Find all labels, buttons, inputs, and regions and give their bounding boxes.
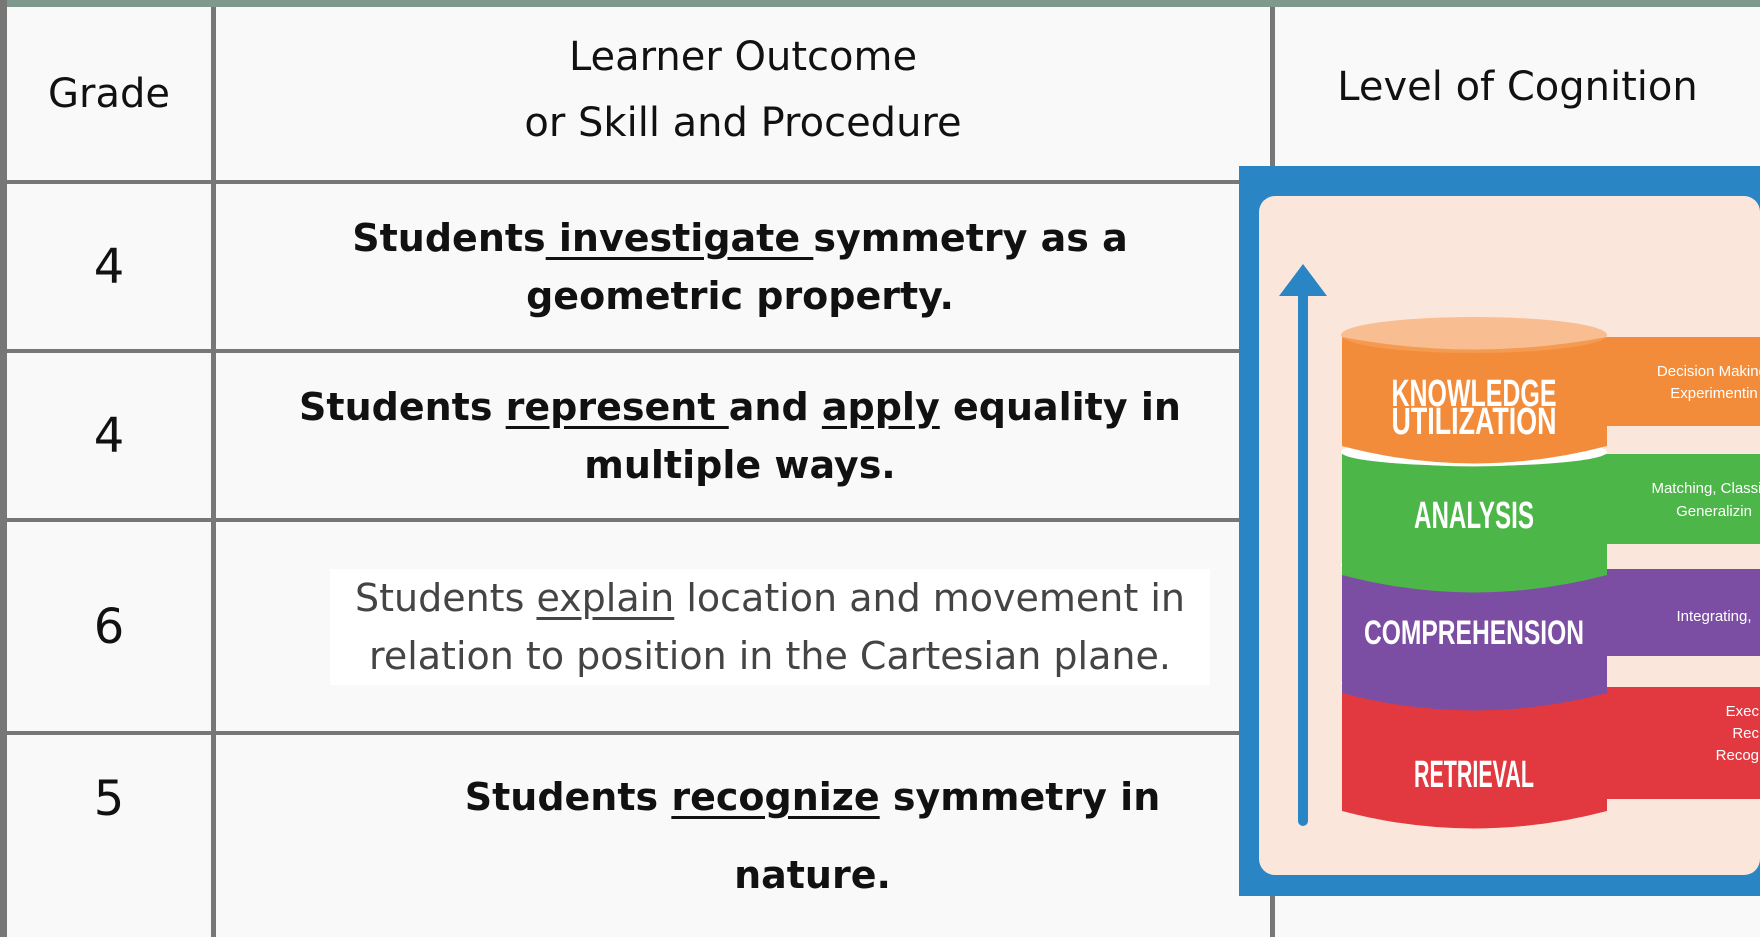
grade-cell: 6	[7, 522, 211, 731]
side-label: Experimentin	[1670, 385, 1758, 402]
level-label: UTILIZATION	[1392, 401, 1557, 443]
side-label: Decision Making,	[1657, 363, 1760, 380]
grade-cell: 5	[7, 735, 211, 862]
frame-left	[0, 0, 7, 937]
underlined-verb: apply	[821, 384, 940, 429]
header-cell: Level of Cognition	[1275, 7, 1760, 167]
row-line	[0, 349, 1240, 353]
side-bar	[1607, 687, 1760, 799]
outcome-cell: Students explain location and movement i…	[330, 522, 1210, 731]
outcome-cell: Students recognize symmetry in nature.	[445, 735, 1180, 937]
level-band	[1342, 337, 1607, 464]
frame-top	[0, 0, 1760, 7]
grade-text: 4	[93, 407, 125, 464]
outcome-segment: Students	[352, 215, 546, 260]
header-cell: Grade	[7, 7, 211, 180]
row-line	[0, 518, 1240, 522]
outcome-segment: Students	[464, 775, 672, 819]
level-top	[1341, 317, 1607, 353]
outcome-text: Students recognize symmetry in nature.	[445, 758, 1180, 914]
grade-text: 4	[93, 238, 125, 295]
row-line	[0, 180, 1760, 184]
outcome-segment: and	[728, 384, 822, 429]
outcome-segment: Students	[354, 575, 537, 620]
level-label: RETRIEVAL	[1414, 754, 1534, 796]
side-label: Matching, Classifyi	[1651, 480, 1760, 497]
outcome-segment: symmetry in nature.	[734, 775, 1161, 897]
outcome-text: Students explain location and movement i…	[330, 568, 1210, 685]
outcome-cell: Students represent and apply equality in…	[250, 353, 1230, 518]
level-label: KNOWLEDGE	[1392, 373, 1557, 415]
header-text: Level of Cognition	[1337, 64, 1698, 110]
side-bar	[1607, 569, 1760, 656]
header-cell: Learner Outcome or Skill and Procedure	[216, 25, 1270, 155]
arrow-shaft	[1298, 286, 1308, 826]
outcome-text: Students represent and apply equality in…	[250, 378, 1230, 494]
level-band	[1342, 567, 1607, 711]
outcome-text: Students investigate symmetry as a geome…	[250, 209, 1230, 325]
header-text: Learner Outcome	[568, 34, 918, 80]
side-label: Recog	[1716, 747, 1759, 764]
grade-cell: 4	[7, 353, 211, 518]
col-line	[211, 7, 216, 937]
level-band	[1342, 685, 1607, 829]
outcome-segment: equality in multiple ways.	[584, 384, 1181, 487]
outcome-segment: location and movement in relation to pos…	[369, 575, 1186, 678]
level-label: COMPREHENSION	[1364, 614, 1584, 652]
side-label: Generalizin	[1676, 503, 1752, 520]
outcome-cell: Students investigate symmetry as a geome…	[250, 184, 1230, 349]
level-label: ANALYSIS	[1414, 495, 1534, 537]
grade-text: 6	[93, 598, 125, 655]
underlined-verb: recognize	[671, 775, 880, 819]
outcome-segment: Students	[299, 384, 506, 429]
outcome-segment: symmetry as a geometric property.	[526, 215, 1128, 318]
underlined-verb: explain	[536, 575, 675, 620]
underlined-verb: investigate	[545, 215, 814, 260]
side-bar	[1607, 454, 1760, 544]
side-label: Rec	[1732, 725, 1759, 742]
grade-text: 5	[93, 770, 125, 827]
arrow-head	[1279, 264, 1327, 296]
header-text: or Skill and Procedure	[524, 100, 962, 146]
header-text: Grade	[48, 70, 170, 117]
underlined-verb: represent	[505, 384, 729, 429]
side-label: Integrating,	[1676, 608, 1751, 625]
grade-cell: 4	[7, 184, 211, 349]
row-line	[0, 731, 1240, 735]
side-bar	[1607, 337, 1760, 426]
level-band	[1342, 454, 1607, 593]
side-label: Exec	[1726, 703, 1760, 720]
